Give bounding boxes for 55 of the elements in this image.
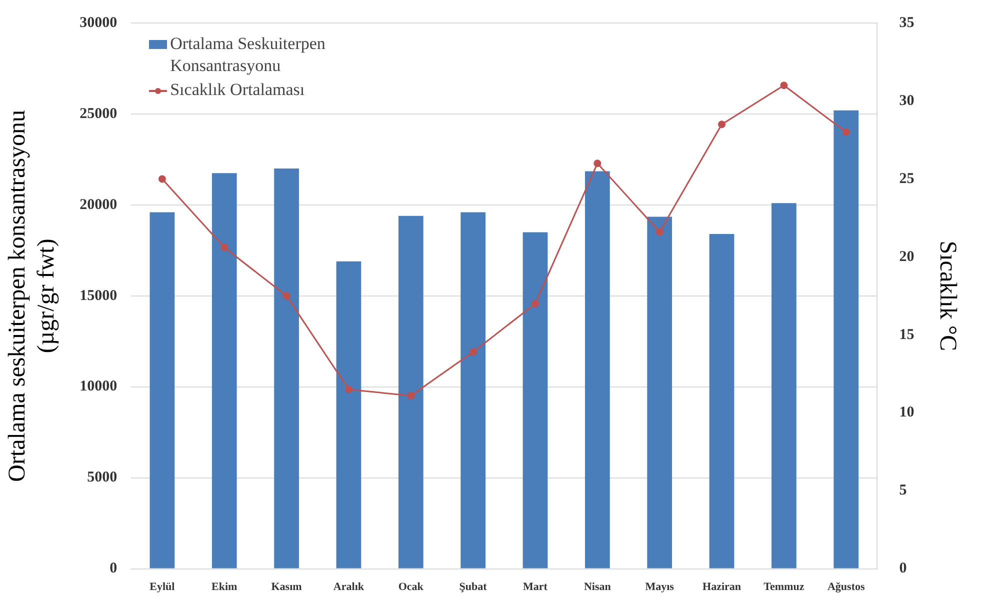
y-tick-label: 20000 bbox=[80, 196, 118, 213]
x-tick-label: Ocak bbox=[398, 581, 424, 594]
bar bbox=[584, 171, 610, 568]
x-tick-label: Kasım bbox=[271, 581, 302, 594]
bar bbox=[709, 234, 734, 568]
point bbox=[282, 292, 290, 300]
y-tick-label: 0 bbox=[110, 560, 118, 577]
point bbox=[469, 348, 477, 356]
y2-tick-label: 10 bbox=[899, 404, 914, 421]
y-tick-label: 15000 bbox=[80, 288, 118, 304]
point bbox=[718, 120, 726, 128]
point bbox=[656, 228, 664, 236]
x-tick-label: Ağustos bbox=[827, 581, 866, 594]
x-tick-label: Nisan bbox=[584, 581, 611, 594]
legend-label: Sıcaklık Ortalaması bbox=[170, 79, 305, 101]
y-tick-label: 5000 bbox=[87, 470, 118, 486]
x-tick-label: Temmuz bbox=[764, 581, 804, 594]
bar bbox=[212, 173, 237, 568]
x-tick-label: Haziran bbox=[702, 581, 742, 594]
bar bbox=[460, 212, 486, 568]
x-tick-label: Mayıs bbox=[645, 581, 675, 594]
y2-tick-label: 15 bbox=[899, 326, 914, 343]
bar bbox=[274, 168, 299, 568]
point bbox=[407, 392, 415, 400]
legend-label: Ortalama Seskuiterpen Konsantrasyonu bbox=[170, 33, 326, 77]
point bbox=[344, 386, 352, 394]
bar bbox=[647, 216, 672, 568]
y2-axis-title: Sıcaklık °C bbox=[934, 240, 960, 352]
x-tick-label: Şubat bbox=[459, 581, 488, 594]
bar bbox=[834, 110, 859, 568]
y-tick-label: 10000 bbox=[80, 378, 118, 395]
bar bbox=[398, 216, 424, 568]
y2-tick-label: 0 bbox=[899, 560, 907, 577]
y2-tick-label: 35 bbox=[899, 14, 914, 31]
y2-tick-label: 20 bbox=[899, 248, 914, 265]
bar bbox=[336, 261, 362, 568]
y2-tick-label: 30 bbox=[899, 92, 914, 109]
bar bbox=[150, 212, 175, 568]
point bbox=[594, 160, 602, 168]
y-tick-label: 30000 bbox=[80, 14, 118, 31]
point bbox=[842, 128, 850, 136]
x-tick-label: Eylül bbox=[150, 581, 175, 594]
x-tick-label: Aralık bbox=[333, 581, 365, 594]
bar bbox=[522, 232, 548, 568]
point bbox=[531, 300, 539, 308]
y-tick-label: 25000 bbox=[80, 106, 118, 122]
x-tick-label: Mart bbox=[523, 581, 548, 594]
y-axis-title: Ortalama seskuiterpen konsantrasyonu (µgr/gr fwt) bbox=[4, 110, 60, 482]
x-tick-label: Ekim bbox=[212, 581, 238, 594]
bar bbox=[772, 203, 796, 568]
point bbox=[158, 175, 166, 183]
point bbox=[780, 82, 788, 90]
point bbox=[220, 244, 228, 252]
y2-tick-label: 5 bbox=[899, 482, 907, 499]
y2-tick-label: 25 bbox=[899, 170, 914, 187]
